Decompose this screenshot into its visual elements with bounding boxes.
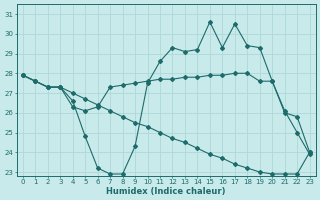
X-axis label: Humidex (Indice chaleur): Humidex (Indice chaleur): [107, 187, 226, 196]
